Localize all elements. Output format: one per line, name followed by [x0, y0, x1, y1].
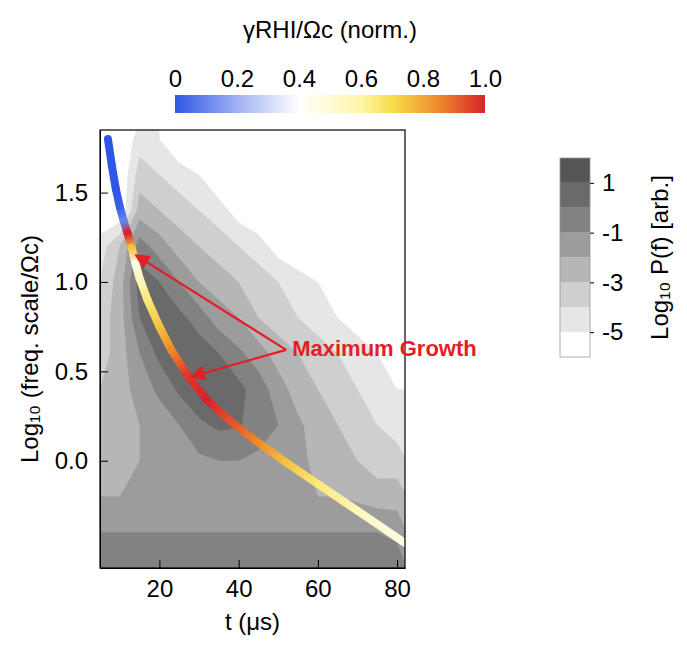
x-axis-title: t (μs): [225, 608, 280, 635]
colorbar-tick: [590, 282, 594, 283]
tick: 0.0: [55, 447, 108, 474]
tick: 1: [590, 169, 615, 196]
colorbar-tick: [590, 332, 594, 333]
axis: 0 0.2 0.4 0.6 0.8 1.0: [169, 65, 502, 96]
y-tick-label: 1.0: [55, 268, 88, 295]
x-tick-label: 40: [226, 575, 253, 602]
axis: 0.0 0.5 1.0 1.5: [55, 131, 108, 569]
colorbar-band: [560, 332, 590, 357]
curve-segment: [231, 421, 259, 442]
curve-segment: [207, 400, 231, 421]
axis: 1 -1 -3 -5: [590, 159, 623, 358]
curve-segment: [187, 375, 207, 400]
contour-band: [100, 237, 405, 568]
colorbar-band: [560, 158, 590, 183]
tick: -1: [590, 219, 623, 246]
colorbar-band: [560, 307, 590, 332]
colorbar-tick-label: 1.0: [469, 65, 502, 92]
tick: 0.4: [283, 65, 316, 95]
y-tick-label: 0.5: [55, 358, 88, 385]
y-tick-label: 1.5: [55, 179, 88, 206]
colorbar-tick-label: -5: [602, 318, 623, 345]
y-tick: [100, 282, 108, 283]
y-tick: [100, 371, 108, 372]
tick: 60: [305, 560, 332, 602]
tick: 1.0: [469, 65, 502, 95]
colorbar-tick-label: -3: [602, 269, 623, 296]
tick: 80: [384, 560, 411, 602]
colorbar-band: [560, 208, 590, 233]
x-tick-label: 60: [305, 575, 332, 602]
axis-line: [590, 159, 591, 358]
chart-root: 20 40 60 80 0.0 0.5 1.0 1.5 t (μs) Log₁₀ (freq. s…: [0, 0, 687, 645]
x-tick: [397, 560, 398, 568]
y-tick: [100, 193, 108, 194]
tick: 0.6: [345, 65, 378, 95]
y-tick: [100, 461, 108, 462]
tick: 1.0: [55, 268, 108, 295]
contour-band: [100, 219, 405, 568]
colorbar-tick-label: -1: [602, 219, 623, 246]
annotation-arrow: [191, 350, 286, 377]
axis-line: [101, 568, 406, 569]
colorbar-frame: [560, 158, 590, 357]
colorbar-tick-label: 0.2: [221, 65, 254, 92]
colorbar-tick-label: 0.8: [407, 65, 440, 92]
curve-segment: [148, 300, 160, 327]
gamma-colorbar: [175, 95, 485, 113]
curve-segment: [258, 443, 286, 463]
tick: 0.8: [407, 65, 440, 95]
tick: -3: [590, 269, 623, 296]
colorbar-tick-label: 0.6: [345, 65, 378, 92]
curve-segment: [108, 139, 112, 166]
tick: 0.2: [221, 65, 254, 95]
x-tick: [159, 560, 160, 568]
colorbar-tick-label: 0.4: [283, 65, 316, 92]
x-tick: [318, 560, 319, 568]
curve-segment: [286, 463, 318, 484]
tick: 20: [147, 560, 174, 602]
contour-band: [100, 193, 405, 568]
axis-line: [100, 131, 101, 569]
axis: 20 40 60 80: [101, 560, 411, 602]
colorbar-band: [560, 233, 590, 258]
tick: 0: [169, 65, 182, 95]
axis-line: [176, 95, 486, 96]
annotation-arrow: [136, 255, 287, 350]
colorbar-title: γRHI/Ωc (norm.): [243, 16, 417, 43]
x-tick-label: 20: [147, 575, 174, 602]
colorbar-tick: [590, 183, 594, 184]
colorbar-title: Log₁₀ P(f) [arb.]: [646, 175, 673, 340]
colorbar-band: [560, 282, 590, 307]
y-axis-title: Log₁₀ (freq. scale/Ωc): [16, 235, 43, 463]
tick: 40: [226, 560, 253, 602]
curve-segment: [318, 484, 358, 511]
contour-band: [100, 157, 405, 568]
colorbar-band: [560, 183, 590, 208]
tick: 0.5: [55, 358, 108, 385]
tick: -5: [590, 318, 623, 345]
tick: 1.5: [55, 179, 108, 206]
y-tick-label: 0.0: [55, 447, 88, 474]
curve-segment: [171, 350, 187, 375]
chart-svg: 20 40 60 80 0.0 0.5 1.0 1.5 t (μs) Log₁₀ (freq. s…: [0, 0, 687, 645]
colorbar-band: [560, 258, 590, 283]
colorbar-tick-label: 0: [169, 65, 182, 92]
x-tick: [239, 560, 240, 568]
annotation-label: Maximum Growth: [292, 336, 477, 361]
annotation: Maximum Growth: [136, 255, 477, 377]
power-colorbar: [560, 158, 590, 357]
curve-segment: [357, 511, 405, 543]
x-tick-label: 80: [384, 575, 411, 602]
colorbar-tick-label: 1: [602, 169, 615, 196]
colorbar-tick: [590, 233, 594, 234]
